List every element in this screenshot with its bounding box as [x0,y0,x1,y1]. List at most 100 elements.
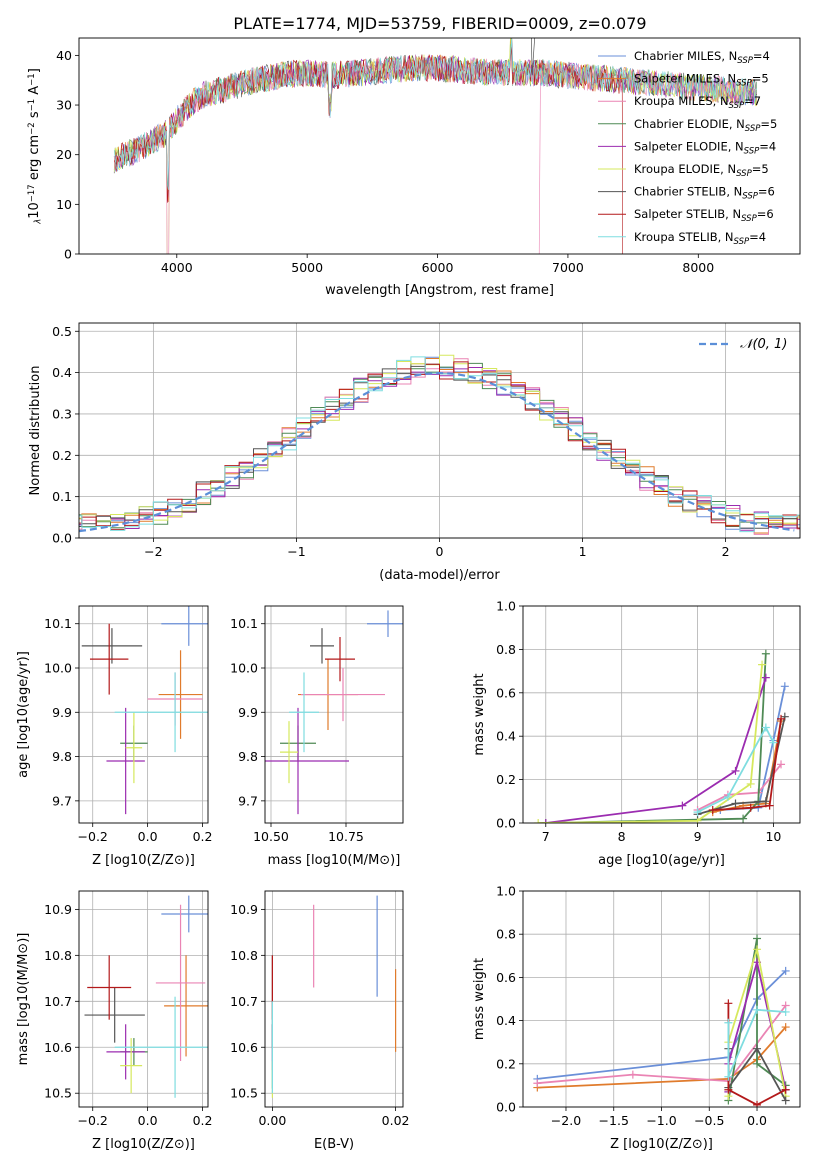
x-tick-label: 8 [618,829,626,844]
x-tick-label: 4000 [161,260,193,275]
errorbars [265,610,403,815]
weight-lines [534,649,789,823]
y-axis-label: mass [log10(M/M⊙)] [16,933,31,1066]
x-tick-label: 0.0 [138,1113,158,1128]
y-tick-label: 10 [56,197,72,212]
x-tick-label: −0.2 [78,829,108,844]
errorbars [84,895,208,1098]
weight-line [538,664,763,823]
y-tick-label: 9.7 [52,793,72,808]
y-tick-label: 10.7 [44,994,72,1009]
axes-frame [522,890,801,1108]
y-tick-label: 9.9 [238,705,258,720]
spectrum-line [113,38,757,190]
weight-marker [541,819,550,823]
x-tick-label: 2 [722,544,730,559]
y-tick-label: 0.2 [496,772,516,787]
x-tick-label: 10.50 [253,829,289,844]
y-tick-label: 0.8 [496,642,516,657]
weight-marker [724,1072,733,1081]
y-tick-label: 20 [56,147,72,162]
x-tick-label: 0.2 [193,829,213,844]
weight-marker [780,712,789,721]
weight-line [727,1008,786,1078]
y-tick-label: 10.5 [44,1086,72,1101]
weight-marker [753,1005,762,1014]
axes-frame [264,605,404,824]
weight-marker [781,966,790,975]
x-tick-label: 10.75 [328,829,364,844]
weight-line [697,716,786,816]
axes-frame [264,890,404,1108]
x-axis-label: Z [log10(Z/Z⊙)] [92,853,195,868]
y-tick-label: 10.7 [230,994,258,1009]
y-tick-label: 9.8 [52,749,72,764]
y-tick-label: 30 [56,98,72,113]
weight-marker [708,805,717,814]
legend-label: Chabrier MILES, NSSP=4 [634,49,770,66]
legend-label: Salpeter MILES, NSSP=5 [634,72,769,89]
y-axis-label: mass weight [472,673,487,755]
legend-label: Chabrier STELIB, NSSP=6 [634,185,775,202]
axes-frame [522,605,801,824]
spectrum-lines [113,38,757,254]
y-tick-label: 40 [56,48,72,63]
weight-marker [731,766,740,775]
y-tick-label: 10.8 [44,948,72,963]
legend-label: Chabrier ELODIE, NSSP=5 [634,117,777,134]
weight-marker [769,738,778,747]
weight-marker [753,1059,762,1068]
y-tick-label: 0.3 [52,406,72,421]
weight-marker [724,1018,733,1027]
weight-line [545,677,767,823]
x-tick-label: −1.5 [599,1113,629,1128]
axes-frame [78,890,209,1108]
y-tick-label: 0.8 [496,927,516,942]
y-tick-label: 10.6 [230,1040,258,1055]
y-tick-label: 1.0 [496,884,516,899]
y-tick-label: 0.0 [496,816,516,831]
weight-line [697,725,775,813]
x-axis-label: mass [log10(M/M⊙)] [268,853,401,868]
x-axis-label: E(B-V) [314,1137,354,1152]
y-axis-label: Flux [fλ10−17 erg cm−2 s−1 A−1] [27,68,44,225]
weight-marker [761,797,770,806]
normal-curve [79,371,795,533]
weight-lines [533,934,790,1107]
weight-marker [628,1070,637,1079]
x-axis-label: (data-model)/error [379,568,500,583]
y-tick-label: 10.5 [230,1086,258,1101]
weight-marker [534,819,543,823]
x-tick-label: 0.02 [382,1113,410,1128]
y-tick-label: 10.1 [44,616,72,631]
y-tick-label: 0.6 [496,970,516,985]
y-tick-label: 0.0 [496,1100,516,1115]
figure-title: PLATE=1774, MJD=53759, FIBERID=0009, z=0… [233,14,646,33]
y-tick-label: 10.0 [44,661,72,676]
x-tick-label: 8000 [682,260,714,275]
x-tick-label: 0.00 [258,1113,286,1128]
weight-marker [753,1100,762,1107]
weight-line [537,970,787,1080]
y-tick-label: 0.4 [496,1013,516,1028]
weight-marker [724,999,733,1008]
legend-label: Kroupa MILES, NSSP=7 [634,94,761,111]
y-tick-label: 10.9 [230,902,258,917]
weight-marker [781,1085,790,1094]
x-axis-label: Z [log10(Z/Z⊙)] [92,1137,195,1152]
weight-marker [781,1023,790,1032]
emission-line [531,38,536,76]
legend-label: Salpeter ELODIE, NSSP=4 [634,139,776,156]
weight-marker [761,649,770,658]
errorbars [271,895,397,1098]
x-tick-label: 9 [694,829,702,844]
y-axis-label: mass weight [472,958,487,1040]
legend-label: Salpeter STELIB, NSSP=6 [634,207,774,224]
y-tick-label: 9.7 [238,793,258,808]
y-tick-label: 0.4 [496,729,516,744]
weight-marker [753,945,762,954]
axes-frame [78,37,801,255]
weight-marker [746,803,755,812]
